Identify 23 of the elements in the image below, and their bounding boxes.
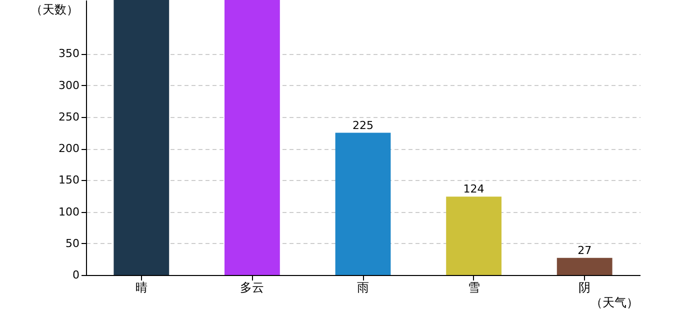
data-label: 124 [463, 182, 484, 196]
x-tick-label: 雪 [468, 280, 480, 294]
y-tick-label: 150 [58, 174, 80, 187]
y-tick-label: 50 [66, 236, 80, 250]
data-label: 27 [578, 244, 592, 257]
bar [446, 196, 502, 275]
y-tick-label: 0 [72, 268, 80, 282]
bar [556, 258, 612, 275]
x-tick-label: 晴 [135, 280, 148, 294]
x-tick-label: 雨 [357, 280, 369, 294]
x-tick-label: 多云 [240, 280, 264, 294]
y-tick-label: 300 [58, 78, 80, 92]
y-tick-label: 100 [58, 205, 80, 218]
bar [335, 132, 391, 275]
data-label: 225 [352, 118, 374, 132]
bar [224, 0, 280, 275]
y-tick-label: 350 [58, 47, 80, 60]
bar [114, 0, 170, 275]
y-tick-label: 200 [58, 142, 80, 156]
x-tick-label: 阴 [578, 280, 591, 294]
y-axis-title: （天数） [30, 2, 78, 16]
x-axis-title: （天气） [590, 296, 638, 310]
y-tick-label: 250 [58, 110, 80, 124]
